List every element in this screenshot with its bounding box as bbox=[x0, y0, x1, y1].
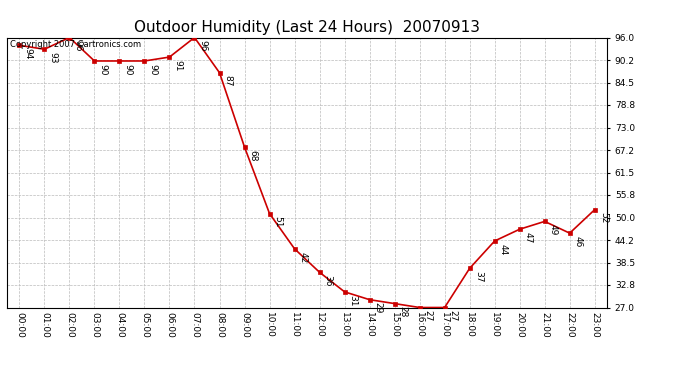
Text: 96: 96 bbox=[199, 40, 208, 52]
Text: 29: 29 bbox=[374, 303, 383, 314]
Text: 87: 87 bbox=[224, 75, 233, 87]
Text: 31: 31 bbox=[348, 295, 357, 306]
Text: 28: 28 bbox=[399, 306, 408, 318]
Title: Outdoor Humidity (Last 24 Hours)  20070913: Outdoor Humidity (Last 24 Hours) 2007091… bbox=[134, 20, 480, 35]
Text: 90: 90 bbox=[99, 64, 108, 75]
Text: 37: 37 bbox=[474, 271, 483, 283]
Text: 91: 91 bbox=[174, 60, 183, 71]
Text: 36: 36 bbox=[324, 275, 333, 286]
Text: 49: 49 bbox=[549, 224, 558, 236]
Text: 46: 46 bbox=[574, 236, 583, 247]
Text: 51: 51 bbox=[274, 216, 283, 228]
Text: 27: 27 bbox=[448, 310, 457, 322]
Text: 52: 52 bbox=[599, 213, 608, 224]
Text: 47: 47 bbox=[524, 232, 533, 243]
Text: 90: 90 bbox=[124, 64, 132, 75]
Text: 27: 27 bbox=[424, 310, 433, 322]
Text: 68: 68 bbox=[248, 150, 257, 161]
Text: 93: 93 bbox=[48, 52, 57, 63]
Text: 44: 44 bbox=[499, 244, 508, 255]
Text: Copyright 2007 Cartronics.com: Copyright 2007 Cartronics.com bbox=[10, 40, 141, 49]
Text: 94: 94 bbox=[23, 48, 32, 60]
Text: 90: 90 bbox=[148, 64, 157, 75]
Text: 96: 96 bbox=[74, 40, 83, 52]
Text: 42: 42 bbox=[299, 252, 308, 263]
